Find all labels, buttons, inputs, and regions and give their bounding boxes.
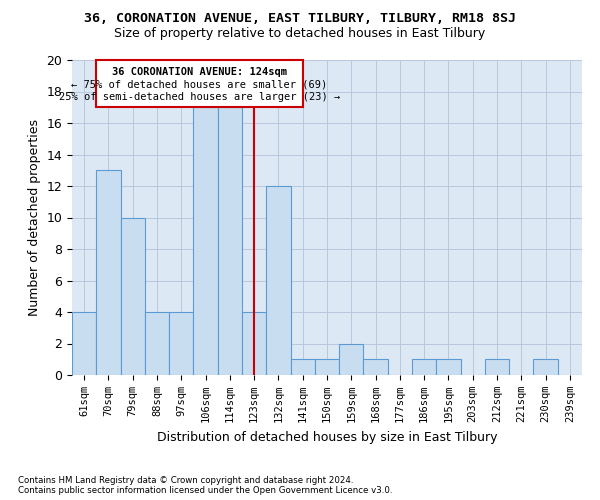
Bar <box>412 359 436 375</box>
Bar <box>96 170 121 375</box>
Text: 36, CORONATION AVENUE, EAST TILBURY, TILBURY, RM18 8SJ: 36, CORONATION AVENUE, EAST TILBURY, TIL… <box>84 12 516 26</box>
Text: Size of property relative to detached houses in East Tilbury: Size of property relative to detached ho… <box>115 28 485 40</box>
Bar <box>242 312 266 375</box>
Bar <box>364 359 388 375</box>
Text: 36 CORONATION AVENUE: 124sqm: 36 CORONATION AVENUE: 124sqm <box>112 67 287 77</box>
Bar <box>169 312 193 375</box>
Bar <box>485 359 509 375</box>
X-axis label: Distribution of detached houses by size in East Tilbury: Distribution of detached houses by size … <box>157 430 497 444</box>
Bar <box>218 108 242 375</box>
Bar <box>339 344 364 375</box>
Bar <box>533 359 558 375</box>
Bar <box>145 312 169 375</box>
Bar <box>121 218 145 375</box>
Text: Contains HM Land Registry data © Crown copyright and database right 2024.: Contains HM Land Registry data © Crown c… <box>18 476 353 485</box>
Bar <box>266 186 290 375</box>
Bar <box>436 359 461 375</box>
Text: ← 75% of detached houses are smaller (69): ← 75% of detached houses are smaller (69… <box>71 80 328 90</box>
Text: Contains public sector information licensed under the Open Government Licence v3: Contains public sector information licen… <box>18 486 392 495</box>
Bar <box>72 312 96 375</box>
FancyBboxPatch shape <box>96 60 303 108</box>
Bar <box>290 359 315 375</box>
Bar <box>315 359 339 375</box>
Y-axis label: Number of detached properties: Number of detached properties <box>28 119 41 316</box>
Text: 25% of semi-detached houses are larger (23) →: 25% of semi-detached houses are larger (… <box>59 92 340 102</box>
Bar <box>193 108 218 375</box>
